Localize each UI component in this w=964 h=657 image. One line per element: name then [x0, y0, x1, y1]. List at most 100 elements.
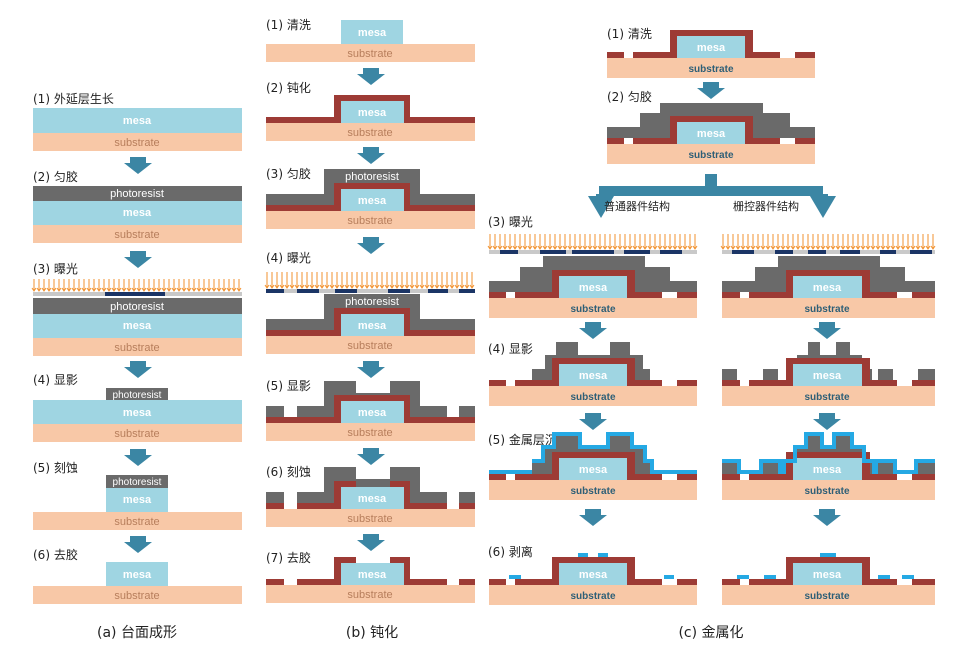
uv-arrowhead: [755, 245, 761, 250]
uv-arrowhead: [279, 284, 285, 289]
uv-arrowhead: [865, 245, 871, 250]
substrate-label: substrate: [688, 150, 733, 161]
uv-arrowhead: [780, 245, 786, 250]
uv-arrowhead: [201, 287, 207, 292]
uv-arrowhead: [394, 284, 400, 289]
uv-arrowhead: [805, 245, 811, 250]
uv-arrowhead: [294, 284, 300, 289]
uv-arrowhead: [146, 287, 152, 292]
mesa-layer: [559, 364, 627, 386]
panel-b-caption: (b) 钝化: [346, 625, 398, 641]
uv-arrowhead: [51, 287, 57, 292]
substrate-layer: [722, 480, 935, 500]
uv-arrowhead: [542, 245, 548, 250]
uv-arrowhead: [820, 245, 826, 250]
mesa-layer: [33, 108, 242, 133]
uv-arrowhead: [404, 284, 410, 289]
mask-opaque-region: [808, 250, 826, 254]
mask-opaque-region: [775, 250, 793, 254]
passivation-layer: [722, 557, 935, 585]
uv-arrowhead: [409, 284, 415, 289]
substrate-label: substrate: [114, 229, 159, 241]
photoresist-label: photoresist: [110, 301, 164, 313]
substrate-layer: [33, 133, 242, 151]
substrate-label: substrate: [347, 513, 392, 525]
uv-arrowhead: [522, 245, 528, 250]
mesa-label: mesa: [123, 115, 152, 127]
uv-arrowhead: [116, 287, 122, 292]
uv-arrowhead: [289, 284, 295, 289]
uv-arrowhead: [745, 245, 751, 250]
mesa-layer: [341, 20, 403, 44]
uv-arrowhead: [735, 245, 741, 250]
uv-arrowhead: [226, 287, 232, 292]
uv-exposure-arrows: [264, 272, 475, 289]
uv-arrowhead: [231, 287, 237, 292]
down-arrow-icon: [124, 361, 152, 378]
uv-arrowhead: [121, 287, 127, 292]
uv-arrowhead: [56, 287, 62, 292]
passivation-layer: [722, 270, 935, 298]
uv-arrowhead: [885, 245, 891, 250]
mesa-label: mesa: [123, 494, 152, 506]
uv-arrowhead: [587, 245, 593, 250]
passivation-layer: [722, 452, 935, 480]
substrate-layer: [266, 211, 475, 229]
uv-arrowhead: [720, 245, 726, 250]
uv-arrowhead: [171, 287, 177, 292]
uv-arrowhead: [389, 284, 395, 289]
mesa-layer: [559, 276, 627, 298]
uv-arrowhead: [236, 287, 242, 292]
uv-arrowhead: [527, 245, 533, 250]
down-arrow-icon: [579, 322, 607, 339]
down-arrow-icon: [357, 147, 385, 164]
panel-c-step-3-label: (3) 曝光: [488, 215, 533, 229]
mesa-layer: [106, 488, 168, 512]
mask-opaque-region: [910, 250, 932, 254]
mesa-layer: [341, 314, 404, 336]
substrate-label: substrate: [347, 48, 392, 60]
uv-arrowhead: [567, 245, 573, 250]
down-arrow-icon: [813, 322, 841, 339]
photoresist-layer: [33, 186, 242, 201]
uv-arrowhead: [101, 287, 107, 292]
uv-arrowhead: [725, 245, 731, 250]
uv-arrowhead: [41, 287, 47, 292]
mesa-layer: [341, 101, 404, 123]
uv-arrowhead: [309, 284, 315, 289]
substrate-layer: [607, 144, 815, 164]
uv-arrowhead: [880, 245, 886, 250]
panel-b-step-4-label: (4) 曝光: [266, 251, 311, 265]
substrate-layer: [266, 44, 475, 62]
substrate-layer: [33, 338, 242, 356]
down-arrow-icon: [357, 237, 385, 254]
substrate-layer: [266, 509, 475, 527]
uv-arrowhead: [497, 245, 503, 250]
passivation-layer: [607, 30, 815, 58]
substrate-label: substrate: [804, 392, 849, 403]
uv-arrowhead: [384, 284, 390, 289]
uv-arrowhead: [775, 245, 781, 250]
mesa-label: mesa: [579, 282, 608, 294]
passivation-layer: [266, 183, 475, 211]
substrate-layer: [266, 423, 475, 441]
mesa-layer: [33, 201, 242, 225]
uv-arrowhead: [186, 287, 192, 292]
mesa-layer: [341, 487, 404, 509]
branch-label-normal: 普通器件结构: [604, 199, 670, 213]
panel-a-step-5-label: (5) 刻蚀: [33, 461, 78, 475]
uv-arrowhead: [379, 284, 385, 289]
photoresist-label: photoresist: [345, 296, 399, 308]
substrate-label: substrate: [347, 427, 392, 439]
uv-arrowhead: [642, 245, 648, 250]
passivation-layer: [266, 308, 475, 336]
uv-arrowhead: [592, 245, 598, 250]
mask-opaque-region: [572, 250, 614, 254]
mesa-layer: [341, 401, 404, 423]
mesa-label: mesa: [579, 464, 608, 476]
substrate-layer: [607, 58, 815, 78]
uv-arrowhead: [682, 245, 688, 250]
uv-arrowhead: [740, 245, 746, 250]
substrate-label: substrate: [114, 428, 159, 440]
uv-arrowhead: [487, 245, 493, 250]
